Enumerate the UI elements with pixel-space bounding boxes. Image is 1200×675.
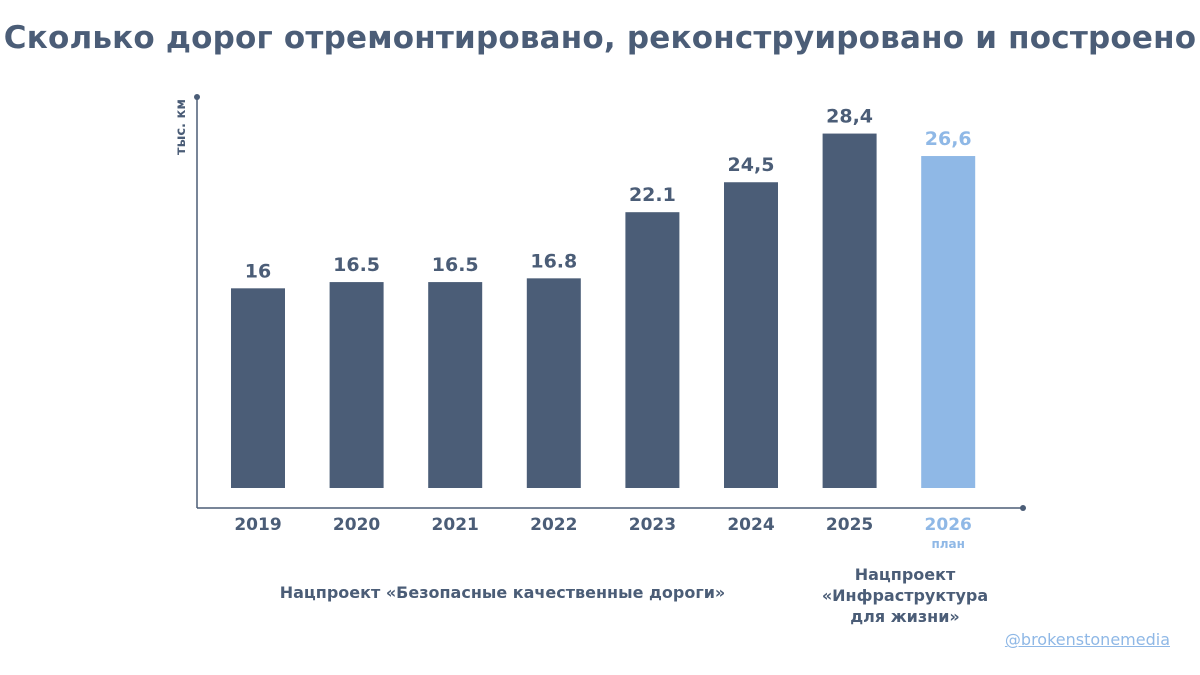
bar [625, 212, 680, 488]
bar [231, 288, 285, 488]
bar [428, 282, 483, 488]
x-tick-label: 2025 [826, 515, 873, 535]
bar [724, 182, 778, 489]
data-label: 16.5 [333, 254, 380, 276]
national-project-note-left: Нацпроект «Безопасные качественные дорог… [279, 583, 726, 602]
x-tick-label: 2023 [629, 515, 676, 535]
x-tick-label: 2024 [727, 515, 774, 535]
chart-title: Сколько дорог отремонтировано, реконстру… [3, 20, 1197, 56]
x-tick-label: 2022 [530, 515, 577, 535]
x-tick-sublabel: план [931, 537, 964, 551]
data-label: 24,5 [728, 154, 775, 176]
data-label: 16 [245, 260, 271, 282]
x-tick-label: 2026 [925, 515, 972, 535]
note-right-line: «Инфраструктура [821, 586, 989, 605]
y-axis-label: тыс. км [174, 99, 189, 155]
bar [329, 282, 384, 488]
x-tick-label: 2019 [234, 515, 281, 535]
note-right-line: Нацпроект [854, 565, 956, 584]
note-right-line: для жизни» [850, 607, 960, 626]
x-axis-end-dot [1020, 505, 1026, 511]
bar [921, 156, 976, 489]
y-axis-end-dot [194, 94, 200, 100]
data-label: 22.1 [629, 184, 676, 206]
x-tick-label: 2021 [432, 515, 479, 535]
bar [526, 278, 581, 488]
national-project-note-right: Нацпроект «Инфраструктура для жизни» [800, 564, 1010, 627]
x-tick-label: 2020 [333, 515, 380, 535]
data-label: 28,4 [826, 106, 873, 128]
bar [822, 133, 877, 488]
credit-link[interactable]: @brokenstonemedia [1004, 630, 1170, 649]
data-label: 16.5 [432, 254, 479, 276]
data-label: 16.8 [530, 250, 577, 272]
data-label: 26,6 [925, 128, 972, 150]
